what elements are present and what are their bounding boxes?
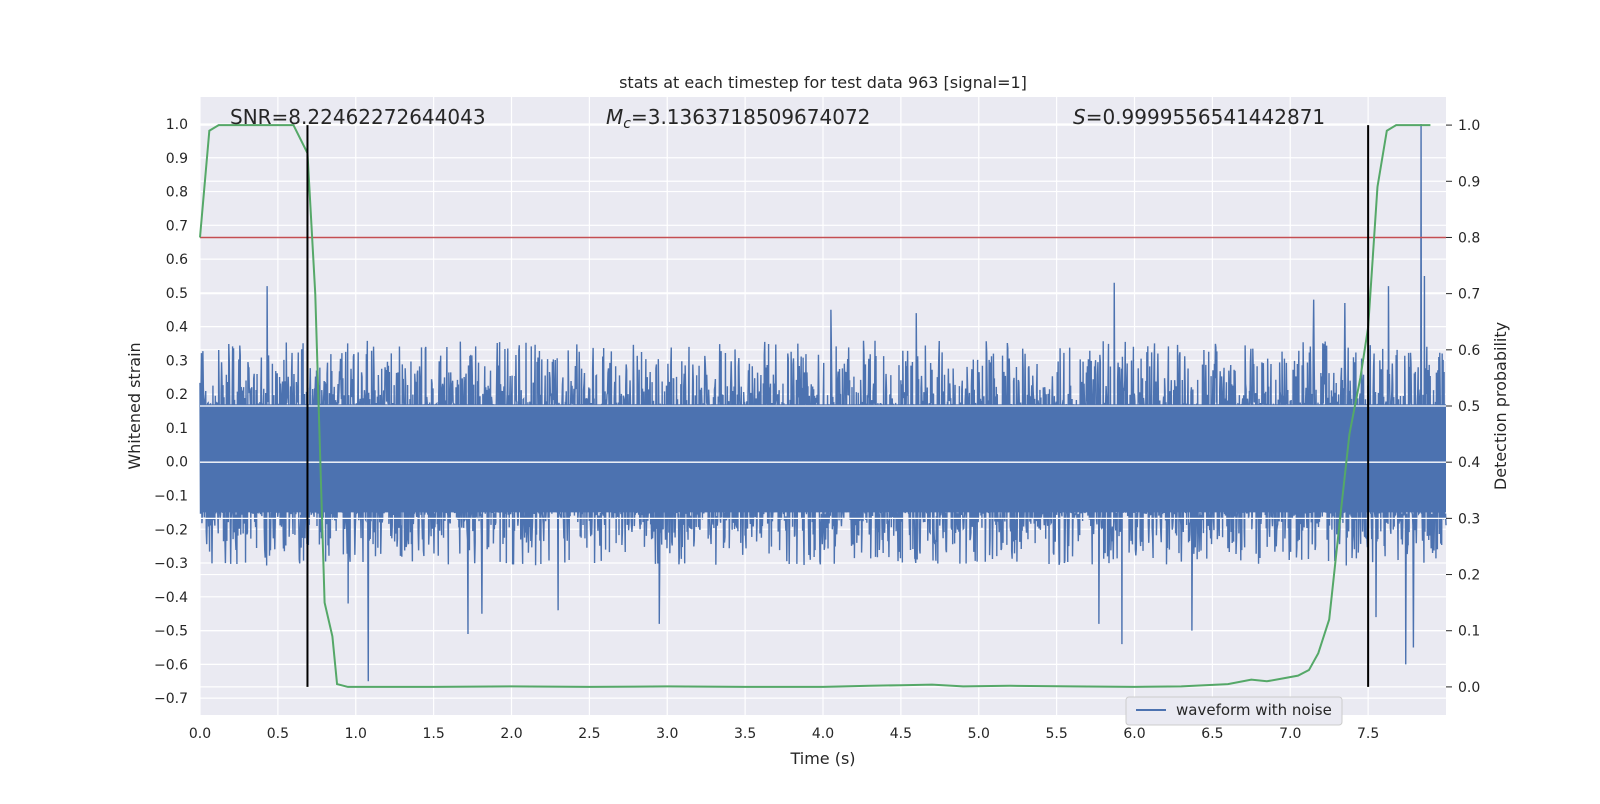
y-tick-label-right: 0.9 xyxy=(1458,174,1480,190)
y-tick-label: 0.0 xyxy=(166,455,188,471)
detection-probability-series xyxy=(199,124,1431,688)
y-tick-label-right: 0.5 xyxy=(1458,399,1480,415)
x-tick-label: 7.0 xyxy=(1279,726,1301,742)
x-tick-label: 7.5 xyxy=(1357,726,1379,742)
y-tick-label: 0.4 xyxy=(166,320,188,336)
legend: waveform with noise xyxy=(1125,696,1343,726)
y-tick-label: −0.3 xyxy=(154,556,188,572)
detection-probability-line xyxy=(199,124,1431,688)
y-tick-label-right: 0.2 xyxy=(1458,568,1480,584)
s-symbol: S xyxy=(1073,105,1086,129)
y-axis-label: Whitened strain xyxy=(125,342,144,469)
grid-lines-overlay xyxy=(200,405,1446,520)
y-tick-label: −0.1 xyxy=(154,488,188,504)
y-tick-label: −0.4 xyxy=(154,590,188,606)
x-tick-label: 2.0 xyxy=(500,726,522,742)
y-tick-label: 1.0 xyxy=(166,117,188,133)
mc-value: =3.1363718509674072 xyxy=(631,105,870,129)
y-tick-label-right: 1.0 xyxy=(1458,118,1480,134)
y-tick-label: 0.8 xyxy=(166,185,188,201)
vertical-markers xyxy=(306,125,1370,687)
y-tick-label-right: 0.7 xyxy=(1458,287,1480,303)
x-tick-label: 3.0 xyxy=(656,726,678,742)
s-annotation: S=0.9999556541442871 xyxy=(1073,105,1325,129)
y-tick-label-right: 0.4 xyxy=(1458,455,1480,471)
mc-annotation: Mc=3.1363718509674072 xyxy=(606,105,870,132)
y-tick-label: 0.1 xyxy=(166,421,188,437)
x-tick-label: 1.5 xyxy=(422,726,444,742)
x-tick-label: 6.0 xyxy=(1123,726,1145,742)
y-tick-label: 0.3 xyxy=(166,353,188,369)
s-value: =0.9999556541442871 xyxy=(1086,105,1325,129)
y-tick-label: −0.6 xyxy=(154,657,188,673)
chart-title: stats at each timestep for test data 963… xyxy=(619,73,1027,92)
waveform-core xyxy=(200,404,1446,513)
y-tick-label: 0.6 xyxy=(166,252,188,268)
legend-box xyxy=(1125,696,1343,726)
y-tick-label: 0.2 xyxy=(166,387,188,403)
x-tick-label: 2.5 xyxy=(578,726,600,742)
x-tick-label: 0.0 xyxy=(189,726,211,742)
legend-label: waveform with noise xyxy=(1176,701,1332,719)
x-tick-label: 0.5 xyxy=(267,726,289,742)
y-tick-label: −0.5 xyxy=(154,624,188,640)
x-tick-label: 5.0 xyxy=(968,726,990,742)
waveform-noise-band xyxy=(200,404,1446,513)
x-tick-label: 4.0 xyxy=(812,726,834,742)
y-tick-label: −0.2 xyxy=(154,522,188,538)
x-tick-label: 5.5 xyxy=(1045,726,1067,742)
y-tick-label-right: 0.3 xyxy=(1458,511,1480,527)
y-tick-label-right: 0.0 xyxy=(1458,680,1480,696)
mc-subscript: c xyxy=(623,116,631,132)
x-tick-label: 6.5 xyxy=(1201,726,1223,742)
x-axis-label: Time (s) xyxy=(789,749,855,768)
y-tick-label-right: 0.1 xyxy=(1458,624,1480,640)
x-tick-label: 4.5 xyxy=(890,726,912,742)
y-tick-label: 0.5 xyxy=(166,286,188,302)
x-tick-label: 1.0 xyxy=(345,726,367,742)
y-tick-label-right: 0.8 xyxy=(1458,230,1480,246)
mc-symbol: M xyxy=(606,105,623,129)
x-tick-label: 3.5 xyxy=(734,726,756,742)
y-tick-label: 0.7 xyxy=(166,218,188,234)
y-tick-label: −0.7 xyxy=(154,691,188,707)
y-tick-label: 0.9 xyxy=(166,151,188,167)
y-axis-label-right: Detection probability xyxy=(1491,322,1510,490)
y-tick-label-right: 0.6 xyxy=(1458,343,1480,359)
tick-labels: 0.0 0.5 1.0 1.5 2.0 2.5 3.0 3.5 4.0 4.5 5.0 5.5 6.0 6… xyxy=(154,117,1480,742)
snr-annotation: SNR=8.22462272644043 xyxy=(230,105,486,129)
